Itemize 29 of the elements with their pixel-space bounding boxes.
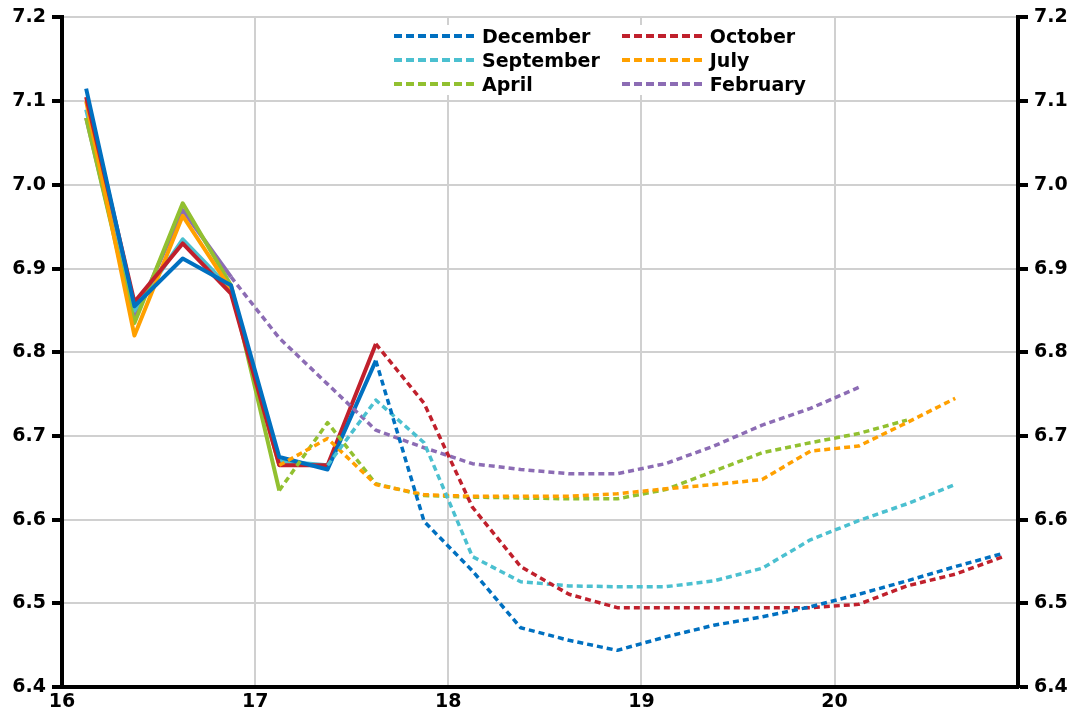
y-tick-label: 6.4	[12, 674, 46, 697]
y-tick-label: 7.0	[12, 171, 46, 194]
y2-tick-label: 6.4	[1034, 674, 1068, 697]
y2-tick-label: 6.8	[1034, 339, 1068, 362]
y-tick-label: 6.5	[12, 590, 46, 613]
legend-label: July	[709, 49, 750, 72]
legend-label: April	[482, 73, 533, 96]
x-tick-label: 16	[48, 688, 76, 711]
legend-label: February	[709, 73, 806, 96]
y-tick-label: 6.6	[12, 506, 46, 529]
y-tick-label: 6.9	[12, 255, 46, 278]
x-tick-label: 20	[821, 688, 848, 711]
y-tick-label: 6.8	[12, 339, 46, 362]
y2-tick-label: 6.6	[1034, 506, 1068, 529]
x-tick-label: 19	[628, 688, 655, 711]
y-tick-label: 6.7	[12, 422, 46, 445]
legend-label: December	[482, 25, 591, 48]
y2-tick-label: 7.2	[1034, 4, 1068, 27]
y2-tick-label: 7.1	[1034, 88, 1068, 111]
y-tick-label: 7.1	[12, 88, 46, 111]
x-tick-label: 18	[435, 688, 462, 711]
legend-label: September	[482, 49, 600, 72]
legend-label: October	[709, 25, 796, 48]
y2-tick-label: 6.5	[1034, 590, 1068, 613]
y2-tick-label: 7.0	[1034, 171, 1068, 194]
y2-tick-label: 6.7	[1034, 422, 1068, 445]
x-tick-label: 17	[241, 688, 269, 711]
y2-tick-label: 6.9	[1034, 255, 1068, 278]
y-tick-label: 7.2	[12, 4, 46, 27]
